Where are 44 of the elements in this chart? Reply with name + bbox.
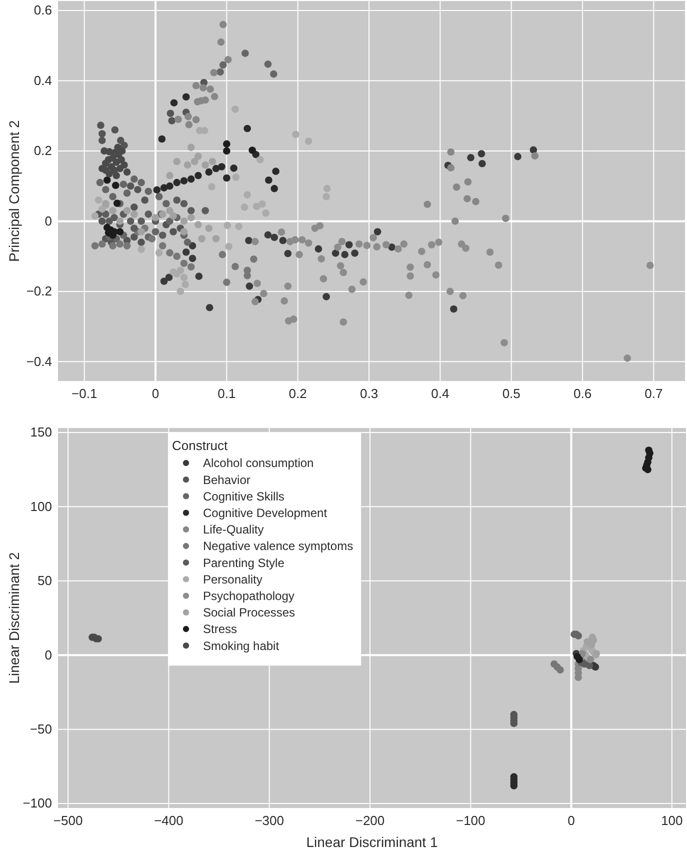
- x-tick-label: 0: [152, 386, 160, 402]
- y-tick-label: 0: [44, 213, 52, 228]
- y-tick-label: 0.6: [34, 2, 52, 18]
- x-tick-label: 100: [661, 813, 683, 828]
- x-tick-label: −400: [154, 813, 184, 828]
- y-tick-label: 0: [44, 647, 52, 662]
- x-tick-label: 0.2: [288, 386, 307, 402]
- x-tick-label: −200: [355, 813, 385, 828]
- legend-label: Psychopathology: [203, 589, 294, 603]
- x-tick-label: 0.7: [644, 386, 663, 402]
- y-axis-title: Linear Discriminant 2: [6, 552, 22, 684]
- x-tick-label: 0: [568, 813, 575, 828]
- legend-label: Smoking habit: [203, 638, 280, 653]
- legend-label: Personality: [203, 572, 262, 586]
- y-tick-label: −50: [30, 721, 52, 736]
- x-tick-label: −0.1: [71, 386, 98, 402]
- legend-label: Parenting Style: [203, 556, 285, 570]
- y-tick-label: 150: [30, 424, 52, 440]
- x-tick-label: 0.1: [218, 386, 236, 402]
- x-tick-label: 0.4: [431, 386, 450, 402]
- y-tick-label: 50: [38, 573, 52, 588]
- x-tick-label: −300: [254, 813, 284, 828]
- legend-label: Negative valence symptoms: [203, 539, 354, 554]
- x-tick-label: 0.5: [502, 386, 520, 402]
- legend-label: Social Processes: [203, 606, 296, 620]
- x-tick-label: 0.6: [573, 386, 592, 402]
- x-tick-label: 0.3: [360, 386, 378, 402]
- y-axis-title: Principal Component 2: [6, 120, 22, 262]
- y-tick-label: −0.2: [26, 284, 52, 299]
- legend-label: Life-Quality: [203, 522, 264, 537]
- y-tick-label: 0.4: [34, 72, 52, 88]
- y-tick-label: 0.2: [34, 143, 52, 158]
- legend-label: Alcohol consumption: [203, 456, 314, 470]
- legend-label: Cognitive Skills: [203, 489, 284, 504]
- x-tick-label: −100: [456, 813, 486, 828]
- y-tick-label: 100: [30, 498, 52, 514]
- legend-title: Construct: [172, 438, 228, 453]
- legend-label: Cognitive Development: [203, 506, 328, 520]
- legend-label: Behavior: [203, 472, 250, 487]
- x-axis-title: Linear Discriminant 1: [306, 834, 438, 848]
- x-tick-label: −500: [53, 813, 83, 828]
- y-tick-label: −0.4: [26, 354, 52, 369]
- y-tick-label: −100: [22, 796, 52, 811]
- legend-label: Stress: [203, 622, 238, 636]
